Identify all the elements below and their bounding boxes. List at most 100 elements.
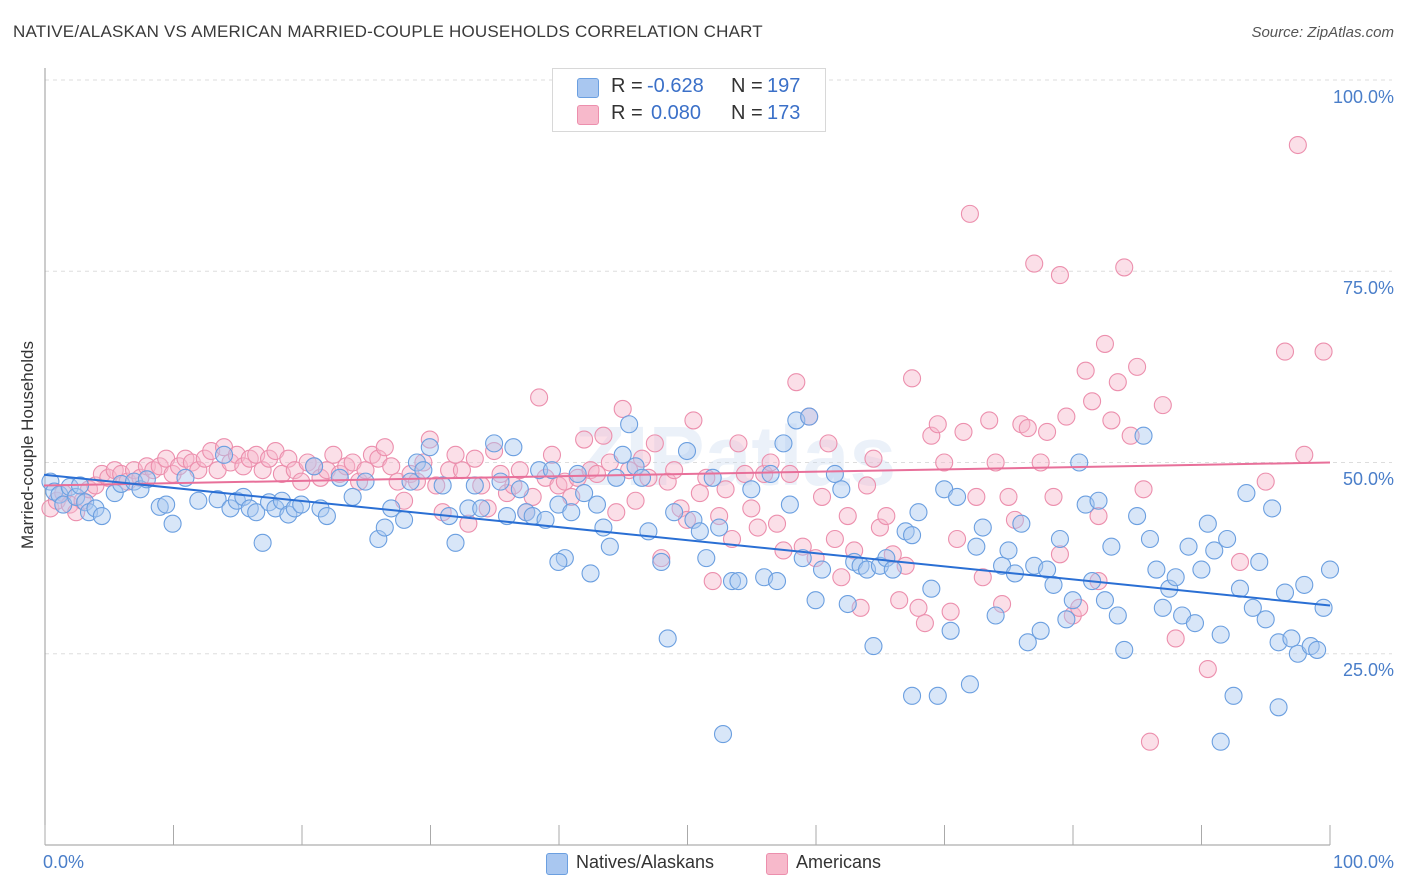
natives-point <box>1070 453 1089 472</box>
americans-r-label: R = <box>611 102 643 124</box>
natives-point <box>465 476 484 495</box>
natives-point <box>793 549 812 568</box>
natives-point <box>652 552 671 572</box>
natives-point <box>1095 591 1114 610</box>
natives-point <box>395 510 414 529</box>
americans-point <box>838 506 857 526</box>
americans-point <box>1102 411 1121 430</box>
natives-point <box>157 495 176 514</box>
americans-point <box>1044 487 1063 506</box>
natives-point <box>1250 552 1269 572</box>
natives-point <box>1269 698 1288 717</box>
natives-point <box>1314 598 1333 617</box>
americans-point <box>993 594 1012 614</box>
americans-point <box>1288 135 1307 155</box>
americans-point <box>575 430 594 449</box>
americans-point <box>742 499 761 518</box>
natives-point <box>838 594 857 614</box>
natives-point <box>510 480 529 499</box>
natives-point <box>729 572 748 591</box>
x-tick-label-0: 0.0% <box>43 852 85 872</box>
legend-natives-label: Natives/Alaskans <box>576 852 715 872</box>
natives-point <box>1282 629 1301 648</box>
americans-point <box>1057 407 1076 426</box>
legend-natives-swatch <box>546 853 568 875</box>
americans-point <box>594 426 613 445</box>
natives-point <box>1166 568 1185 587</box>
americans-point <box>1295 445 1314 464</box>
americans-point <box>1230 552 1250 572</box>
natives-point <box>587 495 607 514</box>
natives-point <box>832 480 851 499</box>
natives-point <box>594 518 613 537</box>
natives-point <box>1224 686 1243 705</box>
natives-point <box>433 476 452 495</box>
natives-point <box>665 503 684 522</box>
natives-point <box>1243 598 1262 617</box>
americans-point <box>864 449 883 468</box>
natives-point <box>697 549 716 568</box>
legend-americans-swatch <box>766 853 788 875</box>
americans-point <box>915 614 934 633</box>
americans-point <box>626 491 645 510</box>
natives-point <box>568 464 587 484</box>
americans-point <box>684 411 703 430</box>
natives-point <box>1147 560 1166 579</box>
natives-point <box>407 453 426 472</box>
natives-point <box>92 506 111 526</box>
americans-point <box>960 204 979 223</box>
natives-point <box>581 564 600 583</box>
americans-point <box>832 568 851 587</box>
americans-point <box>665 461 684 480</box>
americans-r-value: 0.080 <box>651 102 702 124</box>
americans-point <box>1256 472 1275 491</box>
americans-point <box>999 487 1018 506</box>
natives-point <box>1256 610 1275 629</box>
natives-point <box>922 579 941 598</box>
natives-point <box>542 461 562 480</box>
natives-point <box>864 637 883 656</box>
natives-point <box>1089 491 1108 510</box>
natives-point <box>812 560 832 579</box>
americans-point <box>587 464 607 484</box>
natives-point <box>459 499 478 518</box>
natives-point <box>1185 614 1205 633</box>
americans-point <box>1275 342 1295 361</box>
natives-n-label: N = <box>731 75 763 97</box>
natives-point <box>620 415 639 434</box>
americans-point <box>935 453 954 472</box>
natives-point <box>530 461 549 480</box>
americans-point <box>1134 480 1153 499</box>
americans-point <box>948 529 967 549</box>
americans-point <box>1314 342 1333 361</box>
natives-point <box>1230 579 1250 598</box>
natives-point <box>1108 606 1127 625</box>
americans-point <box>748 518 767 537</box>
natives-point <box>607 468 626 487</box>
americans-point <box>459 514 478 533</box>
americans-point <box>414 453 433 472</box>
natives-point <box>1295 575 1314 594</box>
americans-point <box>909 598 928 617</box>
americans-point <box>1108 373 1127 392</box>
natives-swatch <box>577 78 599 98</box>
natives-point <box>780 495 799 514</box>
source-credit: Source: ZipAtlas.com <box>1251 24 1394 41</box>
natives-point <box>1038 560 1057 579</box>
natives-point <box>742 480 761 499</box>
natives-point <box>1205 541 1224 560</box>
natives-point <box>973 518 992 537</box>
natives-point <box>1179 537 1198 556</box>
natives-point <box>375 518 394 537</box>
natives-point <box>902 526 922 545</box>
americans-point <box>954 422 973 441</box>
americans-point <box>1128 357 1147 376</box>
natives-r-value: -0.628 <box>647 75 704 97</box>
americans-point <box>755 464 774 484</box>
americans-point <box>350 472 369 491</box>
y-tick-label-25: 25.0% <box>1342 660 1394 680</box>
natives-point <box>613 445 632 464</box>
natives-point <box>317 506 336 526</box>
natives-point <box>1237 484 1256 503</box>
